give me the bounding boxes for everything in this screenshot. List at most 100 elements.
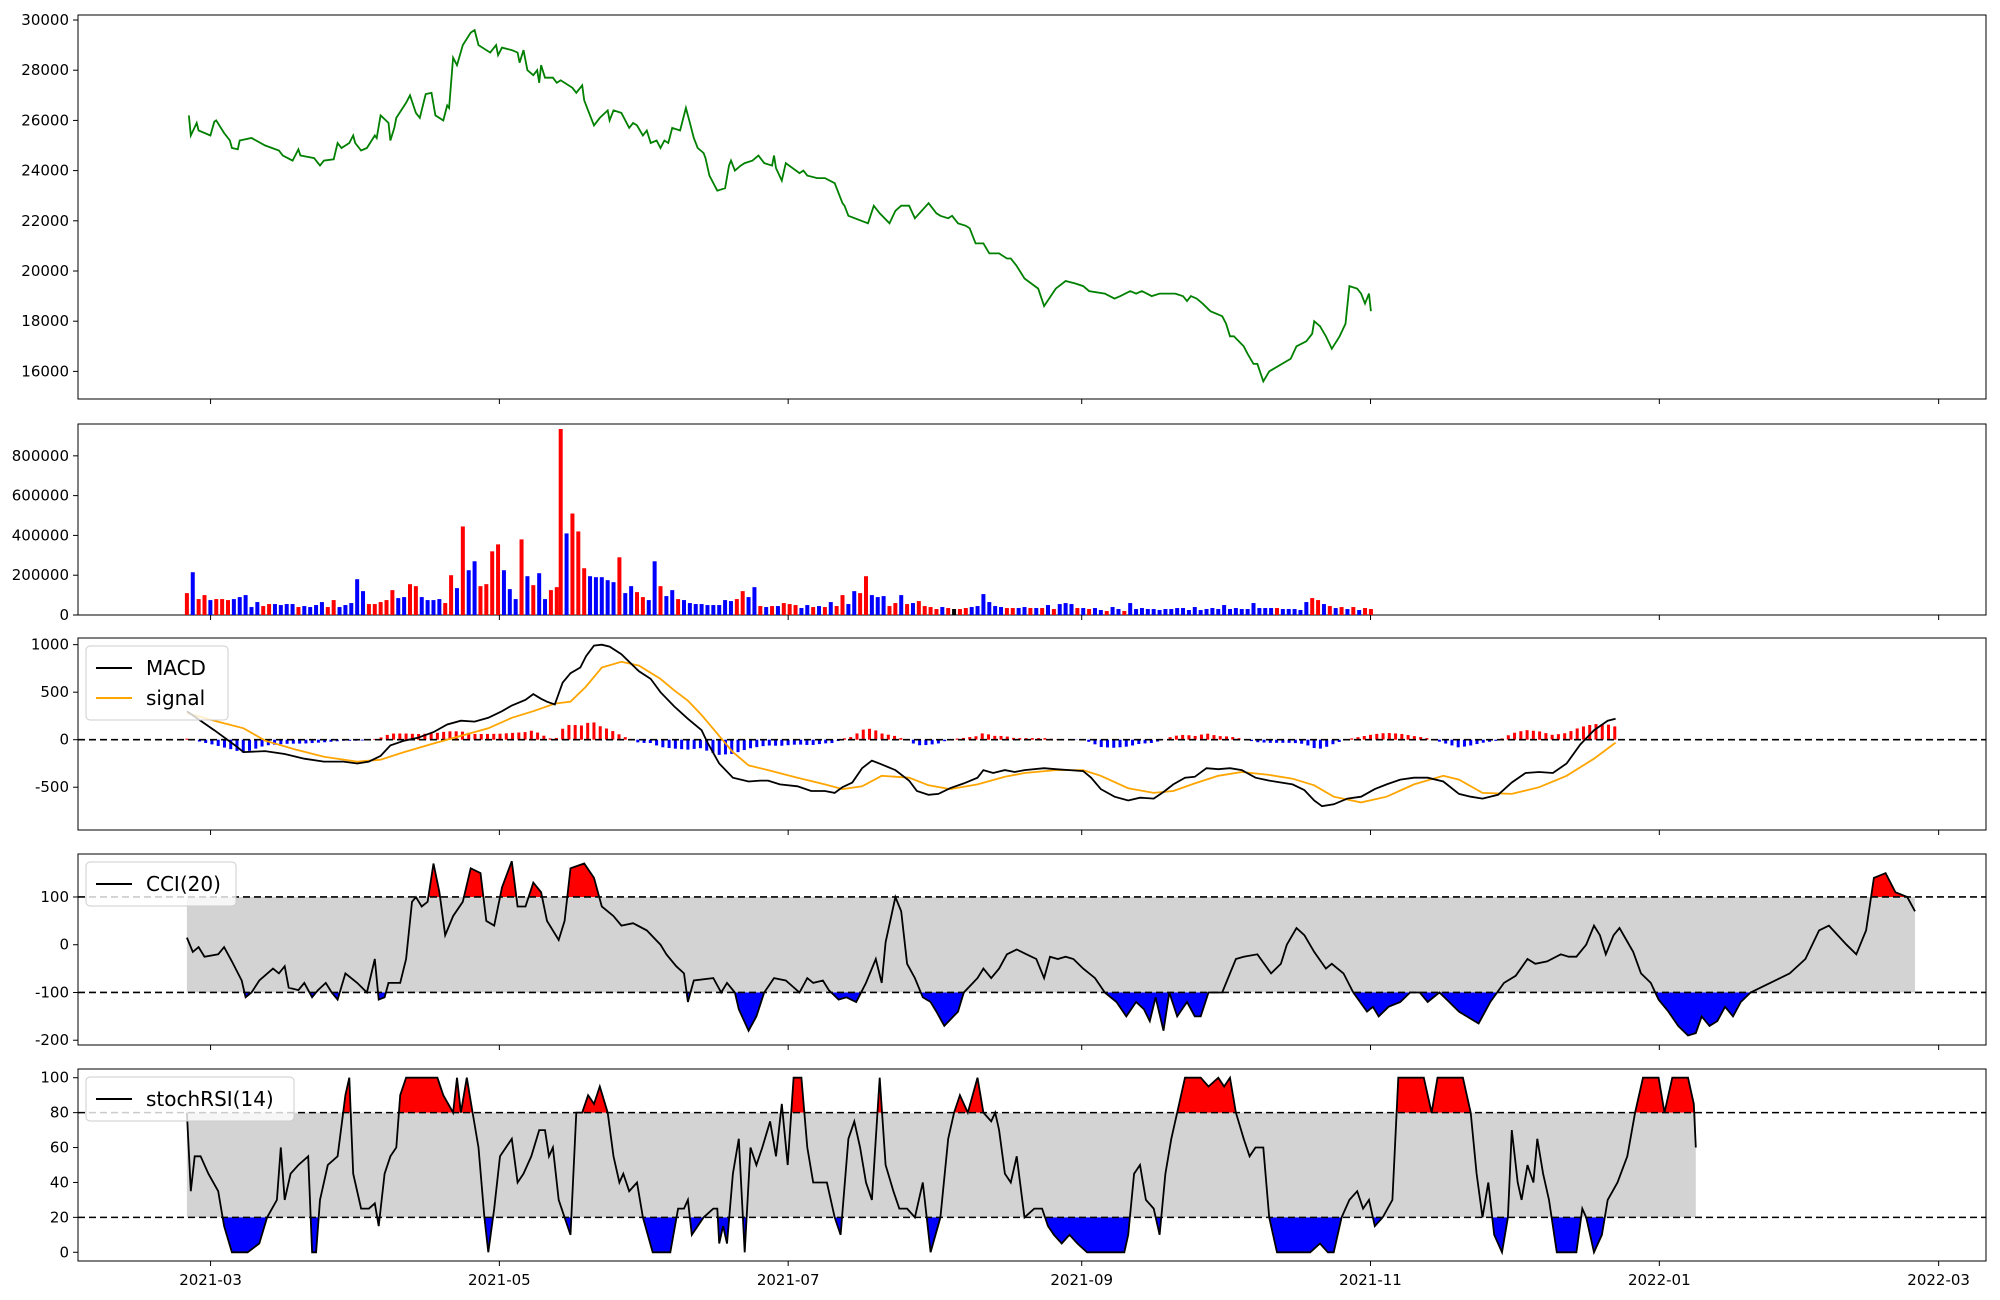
volume-bar xyxy=(1081,608,1086,615)
macd-histogram-bar xyxy=(1156,739,1160,742)
macd-histogram-bar xyxy=(511,732,515,740)
volume-bar xyxy=(1069,604,1074,615)
volume-bar xyxy=(1269,608,1274,615)
macd-histogram-bar xyxy=(1168,737,1172,740)
macd-histogram-bar xyxy=(392,733,396,740)
macd-histogram-bar xyxy=(1387,733,1391,740)
volume-bar xyxy=(963,608,968,615)
macd-histogram-bar xyxy=(1287,739,1291,743)
macd-histogram-bar xyxy=(1300,739,1304,744)
macd-histogram-bar xyxy=(204,739,208,743)
stochrsi-overbought-fill xyxy=(1396,1077,1432,1113)
volume-bar xyxy=(676,599,681,615)
volume-bar xyxy=(525,576,530,615)
volume-bar xyxy=(472,561,477,615)
volume-bar xyxy=(822,607,827,615)
macd-histogram-bar xyxy=(579,725,583,740)
volume-bar xyxy=(402,597,407,615)
macd-histogram-bar xyxy=(874,730,878,740)
macd-legend-label: signal xyxy=(146,686,205,710)
x-tick-label: 2021-07 xyxy=(757,1271,820,1289)
price-y-tick-label: 16000 xyxy=(21,362,69,380)
macd-histogram-bar xyxy=(523,732,527,740)
volume-bar xyxy=(635,592,640,615)
macd-histogram-bar xyxy=(1531,730,1535,740)
volume-bar xyxy=(1092,608,1097,615)
macd-histogram-bar xyxy=(1506,735,1510,740)
macd-histogram-bar xyxy=(260,739,264,747)
macd-histogram-bar xyxy=(1462,739,1466,747)
volume-bar xyxy=(443,603,448,615)
volume-bar xyxy=(863,576,868,615)
volume-bar xyxy=(1239,609,1244,615)
volume-bar xyxy=(817,606,822,615)
macd-histogram-bar xyxy=(861,729,865,740)
volume-bar xyxy=(325,607,330,615)
macd-legend xyxy=(85,645,229,721)
macd-histogram-bar xyxy=(586,722,590,740)
volume-bar xyxy=(1316,600,1321,615)
volume-bar xyxy=(454,588,459,615)
macd-histogram-bar xyxy=(1400,733,1404,740)
macd-histogram-bar xyxy=(1519,731,1523,740)
macd-histogram-bar xyxy=(467,732,471,740)
volume-bar xyxy=(1075,608,1080,615)
volume-bar xyxy=(899,595,904,615)
volume-bar xyxy=(1104,611,1109,615)
macd-histogram-bar xyxy=(1469,739,1473,746)
volume-bar xyxy=(987,602,992,615)
macd-histogram-bar xyxy=(229,739,233,750)
volume-bar xyxy=(664,596,669,615)
macd-histogram-bar xyxy=(911,739,915,744)
macd-histogram-bar xyxy=(298,739,302,744)
volume-bar xyxy=(220,599,225,615)
volume-bar xyxy=(501,570,506,615)
macd-histogram-bar xyxy=(216,739,220,746)
volume-bar xyxy=(419,597,424,615)
macd-histogram-bar xyxy=(1437,739,1441,742)
volume-bar xyxy=(1222,605,1227,615)
volume-bar xyxy=(934,609,939,615)
volume-bar xyxy=(478,586,483,615)
volume-bar xyxy=(805,605,810,615)
volume-bar xyxy=(361,591,366,615)
macd-histogram-bar xyxy=(1112,739,1116,748)
macd-histogram-bar xyxy=(273,739,277,745)
volume-bar xyxy=(272,604,277,615)
price-y-tick-label: 26000 xyxy=(21,111,69,129)
macd-histogram-bar xyxy=(780,739,784,746)
volume-bar xyxy=(490,551,495,615)
volume-bar xyxy=(208,600,213,615)
volume-bar xyxy=(946,608,951,615)
macd-histogram-bar xyxy=(329,739,333,742)
macd-histogram-bar xyxy=(379,737,383,740)
cci-oversold-fill xyxy=(734,992,765,1031)
macd-histogram-bar xyxy=(554,737,558,740)
macd-histogram-bar xyxy=(918,739,922,746)
volume-bar xyxy=(793,605,798,615)
macd-histogram-bar xyxy=(993,735,997,740)
macd-histogram-bar xyxy=(1450,739,1454,746)
macd-histogram-bar xyxy=(855,733,859,740)
macd-histogram-bar xyxy=(1262,739,1266,743)
macd-histogram-bar xyxy=(235,739,239,751)
macd-histogram-bar xyxy=(1525,730,1529,740)
macd-histogram-bar xyxy=(1250,739,1254,742)
volume-bar xyxy=(746,597,751,615)
macd-histogram-bar xyxy=(617,734,621,740)
volume-y-tick-label: 600000 xyxy=(12,487,69,505)
volume-bar xyxy=(599,577,604,615)
volume-bar xyxy=(1263,608,1268,615)
volume-bar xyxy=(858,593,863,615)
volume-bar xyxy=(605,580,610,615)
volume-bar xyxy=(1245,609,1250,615)
macd-histogram-bar xyxy=(1218,736,1222,740)
macd-histogram-bar xyxy=(1362,735,1366,740)
price-line xyxy=(188,28,1372,384)
volume-bar xyxy=(846,604,851,615)
macd-histogram-bar xyxy=(1456,739,1460,748)
macd-histogram-bar xyxy=(1475,739,1479,745)
macd-y-tick-label: 500 xyxy=(40,683,69,701)
macd-histogram-bar xyxy=(536,732,540,740)
volume-bar xyxy=(314,605,319,615)
